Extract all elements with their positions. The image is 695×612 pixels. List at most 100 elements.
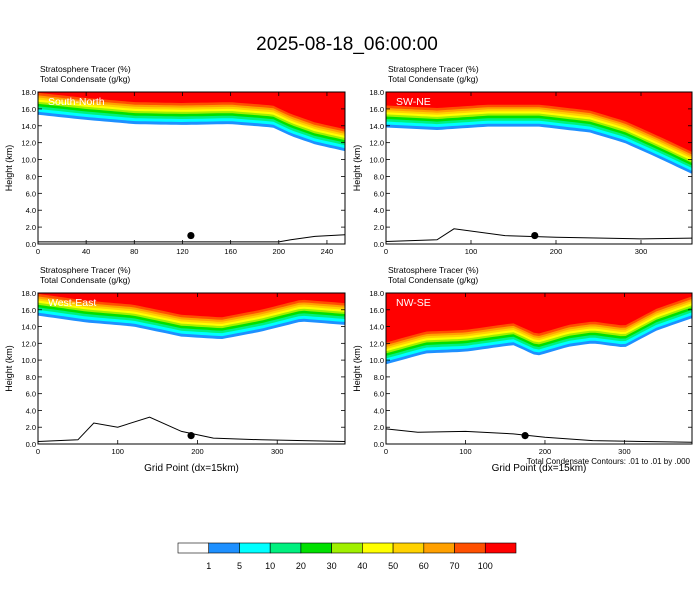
- colorbar-swatch: [392, 542, 425, 554]
- location-marker: [521, 432, 529, 440]
- colorbar-swatch: [331, 542, 363, 554]
- tracer-band-9: [386, 293, 692, 343]
- panel-west-east: 0.0 2.0 4.0 6.0 8.0 10.0 12.0 14.0 16.0 18.0 0 100 2…: [4, 265, 346, 474]
- y-tick-label: 4.0: [26, 206, 36, 215]
- x-tick-label: 300: [635, 247, 648, 256]
- x-tick-label: 200: [191, 447, 204, 456]
- y-tick-label: 16.0: [369, 306, 384, 315]
- colorbar-swatch: [484, 542, 517, 554]
- colorbar: 1 5 10 20 30 40 50 60 70 100: [177, 542, 517, 571]
- y-tick-label: 14.0: [369, 122, 384, 131]
- y-tick-label: 16.0: [21, 105, 36, 114]
- tracer-fill-group: [386, 92, 692, 242]
- tracer-band-9: [38, 92, 345, 130]
- y-axis-label: Height (km): [352, 345, 362, 392]
- x-tick-label: 300: [271, 447, 284, 456]
- plot-frame: [385, 292, 693, 445]
- colorbar-label: 50: [388, 561, 398, 571]
- y-tick-label: 6.0: [26, 189, 36, 198]
- tracer-fill-group: [38, 293, 345, 442]
- tracer-fill-group: [38, 92, 345, 243]
- tracer-band-9: [38, 293, 345, 318]
- colorbar-label: 1: [206, 561, 211, 571]
- colorbar-label: 40: [357, 561, 367, 571]
- location-marker: [187, 231, 195, 240]
- y-tick-label: 10.0: [21, 356, 36, 365]
- y-tick-label: 10.0: [369, 356, 384, 365]
- y-axis-label: Height (km): [4, 145, 14, 192]
- panel-subtitle: Stratosphere Tracer (%): [388, 64, 479, 74]
- panel-nw-se: 0.0 2.0 4.0 6.0 8.0 10.0 12.0 14.0 16.0 18.0 0 100 2…: [352, 265, 693, 474]
- y-tick-label: 6.0: [26, 390, 36, 399]
- y-tick-label: 12.0: [21, 139, 36, 148]
- y-axis-label: Height (km): [4, 345, 14, 392]
- y-tick-label: 6.0: [374, 189, 384, 198]
- x-tick-label: 300: [618, 447, 631, 456]
- colorbar-swatch: [269, 542, 302, 554]
- colorbar-swatch: [300, 542, 332, 554]
- panel-subtitle: Stratosphere Tracer (%): [40, 265, 131, 275]
- x-tick-label: 240: [321, 247, 334, 256]
- x-tick-label: 100: [459, 447, 472, 456]
- terrain-line: [386, 428, 692, 443]
- x-tick-label: 100: [465, 247, 478, 256]
- y-tick-label: 10.0: [369, 156, 384, 165]
- location-marker: [187, 432, 195, 440]
- y-tick-label: 4.0: [374, 406, 384, 415]
- y-tick-label: 12.0: [369, 339, 384, 348]
- y-tick-label: 8.0: [26, 172, 36, 181]
- x-tick-label: 120: [176, 247, 189, 256]
- x-tick-label: 0: [384, 247, 388, 256]
- y-tick-label: 4.0: [26, 406, 36, 415]
- y-tick-label: 2.0: [374, 223, 384, 232]
- y-tick-label: 0.0: [26, 240, 36, 249]
- terrain-line: [38, 416, 345, 442]
- panel-label: West-East: [48, 297, 96, 309]
- tracer-fill-group: [386, 293, 692, 443]
- colorbar-label: 70: [450, 561, 460, 571]
- x-tick-label: 0: [36, 247, 40, 256]
- y-tick-label: 2.0: [26, 423, 36, 432]
- x-tick-label: 200: [273, 247, 286, 256]
- y-tick-label: 4.0: [374, 206, 384, 215]
- y-tick-label: 14.0: [369, 323, 384, 332]
- colorbar-swatch: [362, 542, 394, 554]
- y-tick-label: 0.0: [374, 240, 384, 249]
- x-tick-label: 0: [36, 447, 40, 456]
- y-tick-label: 14.0: [21, 122, 36, 131]
- plot-frame: [37, 292, 346, 445]
- panel-subtitle: Total Condensate (g/kg): [40, 275, 130, 285]
- y-tick-label: 6.0: [374, 390, 384, 399]
- y-tick-label: 12.0: [369, 139, 384, 148]
- terrain-line: [38, 234, 345, 243]
- figure-title: 2025-08-18_06:00:00: [256, 34, 438, 55]
- x-axis-label: Grid Point (dx=15km): [144, 463, 239, 474]
- plot-frame: [37, 91, 346, 245]
- colorbar-label: 100: [478, 561, 493, 571]
- y-tick-label: 18.0: [369, 289, 384, 298]
- panel-label: SW-NE: [396, 96, 431, 108]
- y-tick-label: 2.0: [26, 223, 36, 232]
- tracer-band-9: [386, 92, 692, 152]
- y-tick-label: 16.0: [21, 306, 36, 315]
- y-tick-label: 0.0: [374, 440, 384, 449]
- x-tick-label: 0: [384, 447, 388, 456]
- x-tick-label: 200: [539, 447, 552, 456]
- x-tick-label: 200: [550, 247, 563, 256]
- panels-group: 0.0 2.0 4.0 6.0 8.0 10.0 12.0 14.0 16.0 18.0 0 40 80…: [4, 64, 693, 474]
- x-axis-label: Grid Point (dx=15km): [492, 463, 587, 474]
- panel-subtitle: Total Condensate (g/kg): [388, 275, 478, 285]
- y-axis-label: Height (km): [352, 145, 362, 192]
- y-tick-label: 16.0: [369, 105, 384, 114]
- panel-subtitle: Total Condensate (g/kg): [40, 74, 130, 84]
- y-tick-label: 0.0: [26, 440, 36, 449]
- x-tick-label: 160: [224, 247, 237, 256]
- panel-sw-ne: 0.0 2.0 4.0 6.0 8.0 10.0 12.0 14.0 16.0 18.0 0 100 2…: [352, 64, 693, 256]
- contour-note: Total Condensate Contours: .01 to .01 by…: [527, 457, 691, 466]
- colorbar-swatch: [423, 542, 455, 554]
- colorbar-swatch: [454, 542, 486, 554]
- panel-label: South-North: [48, 96, 105, 108]
- terrain-line: [386, 228, 692, 242]
- colorbar-label: 60: [419, 561, 429, 571]
